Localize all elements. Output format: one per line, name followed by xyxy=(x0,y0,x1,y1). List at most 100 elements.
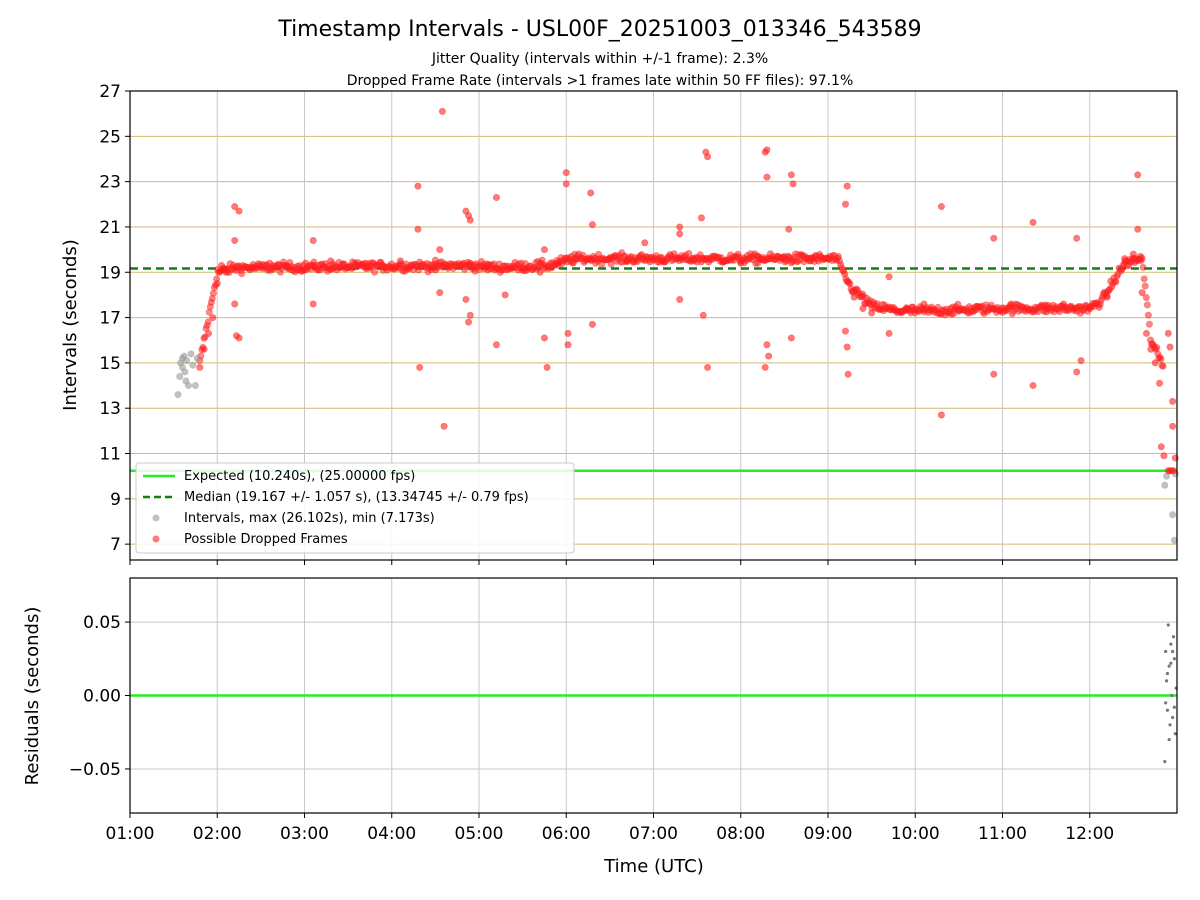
interval-point xyxy=(193,354,201,362)
dropped-frame-point xyxy=(205,329,213,337)
residual-point xyxy=(1167,737,1171,742)
dropped-frame-point xyxy=(436,246,444,254)
residual-point xyxy=(1172,705,1176,709)
dropped-frame-point xyxy=(737,259,745,267)
x-tick-label: 04:00 xyxy=(367,824,416,844)
dropped-frame-point xyxy=(414,182,422,190)
dropped-frame-point xyxy=(843,182,851,190)
dropped-frame-point xyxy=(937,411,945,419)
interval-point xyxy=(184,382,192,390)
top-y-tick-label: 9 xyxy=(110,490,121,510)
bottom-x-ticks: 01:00 02:00 03:00 04:00 05:00 06:00 07:00 08:00… xyxy=(106,813,1114,844)
dropped-frame-point xyxy=(396,257,404,265)
dropped-frame-point xyxy=(554,259,562,267)
dropped-frame-point xyxy=(564,341,572,349)
legend-box xyxy=(135,462,575,554)
dropped-frame-point xyxy=(309,237,317,245)
dropped-frame-point xyxy=(238,270,246,278)
dropped-frame-point xyxy=(1144,311,1152,319)
interval-point xyxy=(176,372,184,380)
dropped-frame-point xyxy=(1142,294,1150,302)
dropped-frame-point xyxy=(1153,343,1161,351)
interval-point xyxy=(174,391,182,399)
dropped-frame-point xyxy=(1134,225,1142,233)
dropped-frame-point xyxy=(231,237,239,245)
legend: Expected (10.240s), (25.00000 fps) Media… xyxy=(135,462,575,554)
residual-point xyxy=(1171,649,1175,654)
dropped-frame-point xyxy=(1164,329,1172,337)
chart-subtitle-1: Jitter Quality (intervals within +/-1 fr… xyxy=(431,51,768,67)
dropped-frame-point xyxy=(327,257,335,265)
top-y-tick-label: 23 xyxy=(99,173,121,193)
dropped-frame-point xyxy=(564,329,572,337)
dropped-frame-point xyxy=(1129,250,1137,258)
dropped-frame-point xyxy=(1169,397,1177,405)
dropped-frame-point xyxy=(920,300,928,308)
x-tick-label: 03:00 xyxy=(280,824,329,844)
dropped-frame-point xyxy=(1157,355,1165,363)
interval-point xyxy=(178,354,186,362)
dropped-frame-point xyxy=(765,352,773,360)
dropped-frame-point xyxy=(1141,282,1149,290)
residual-point xyxy=(1164,701,1168,705)
dropped-frame-point xyxy=(850,293,858,301)
dropped-frame-point xyxy=(1086,305,1094,313)
dropped-frame-point xyxy=(763,146,771,154)
dropped-frame-point xyxy=(379,261,387,269)
dropped-frame-point xyxy=(235,334,243,342)
dropped-frame-point xyxy=(562,180,570,188)
dropped-frame-point xyxy=(588,221,596,229)
x-tick-label: 02:00 xyxy=(193,824,242,844)
interval-point xyxy=(191,382,199,390)
legend-label-intervals: Intervals, max (26.102s), min (7.173s) xyxy=(184,511,435,526)
dropped-frame-point xyxy=(587,189,595,197)
top-y-tick-label: 27 xyxy=(99,82,121,102)
residual-point xyxy=(1163,759,1167,764)
dropped-frame-point xyxy=(1151,359,1159,367)
x-tick-label: 08:00 xyxy=(716,824,765,844)
dropped-frame-point xyxy=(501,291,509,299)
dropped-frame-point xyxy=(1073,234,1081,242)
dropped-frame-point xyxy=(536,268,544,276)
legend-label-expected: Expected (10.240s), (25.00000 fps) xyxy=(184,469,415,484)
dropped-frame-point xyxy=(841,327,849,335)
dropped-frame-point xyxy=(492,193,500,201)
dropped-frame-point xyxy=(266,259,274,267)
dropped-frame-point xyxy=(1157,443,1165,451)
dropped-frame-point xyxy=(606,255,614,263)
dropped-frame-point xyxy=(885,329,893,337)
legend-label-dropped: Possible Dropped Frames xyxy=(184,532,348,547)
dropped-frame-point xyxy=(1170,467,1178,475)
dropped-frame-point xyxy=(1169,422,1177,430)
dropped-frame-point xyxy=(1166,343,1174,351)
chart-title: Timestamp Intervals - USL00F_20251003_01… xyxy=(277,17,921,42)
x-axis-label: Time (UTC) xyxy=(603,856,704,877)
dropped-frame-point xyxy=(699,311,707,319)
top-y-ticks: 7 9 11 13 15 17 19 21 23 25 27 xyxy=(99,82,130,555)
dropped-frame-point xyxy=(785,225,793,233)
residual-point xyxy=(1172,657,1176,661)
dropped-frame-point xyxy=(1073,368,1081,376)
dropped-frame-point xyxy=(955,307,963,315)
dropped-frame-point xyxy=(990,370,998,378)
dropped-frame-point xyxy=(1140,275,1148,283)
dropped-frame-point xyxy=(1136,252,1144,260)
bottom-y-tick-label: 0.00 xyxy=(83,687,121,707)
residual-point xyxy=(1171,715,1175,720)
dropped-frame-point xyxy=(697,214,705,222)
dropped-frame-point xyxy=(885,273,893,281)
dropped-frame-point xyxy=(416,363,424,371)
dropped-frame-point xyxy=(1145,320,1153,328)
dropped-frame-point xyxy=(807,257,815,265)
dropped-frame-point xyxy=(1138,289,1146,297)
top-data-points xyxy=(174,107,1179,544)
dropped-frame-point xyxy=(235,207,243,215)
residual-point xyxy=(1166,623,1170,627)
dropped-frame-point xyxy=(1147,345,1155,353)
dropped-frame-point xyxy=(300,266,308,274)
dropped-frame-point xyxy=(787,171,795,179)
residual-point xyxy=(1171,635,1176,639)
residual-point xyxy=(1164,679,1169,683)
residual-point xyxy=(1165,671,1170,676)
